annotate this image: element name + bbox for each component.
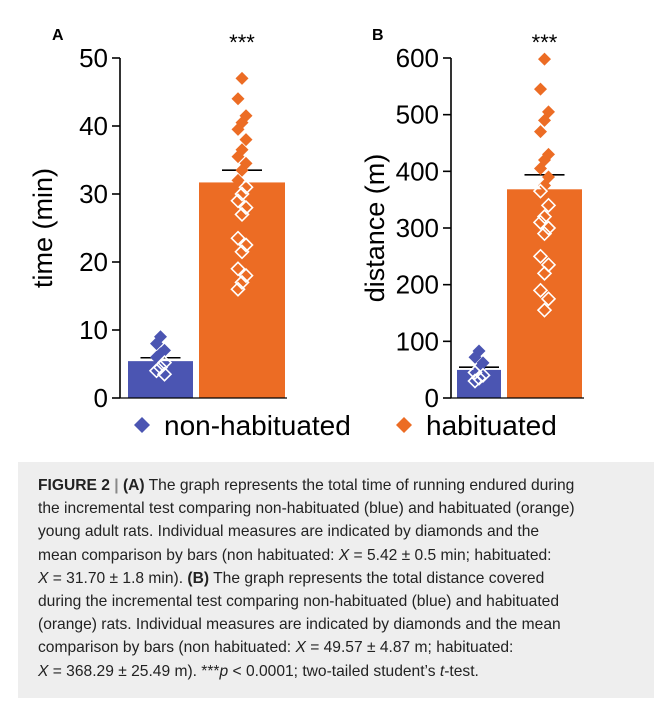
data-point — [231, 92, 245, 106]
data-point — [475, 367, 491, 383]
data-point — [238, 267, 254, 284]
bar — [199, 182, 285, 398]
y-tick-label: 300 — [396, 213, 439, 243]
data-point — [148, 363, 165, 379]
y-tick-label: 50 — [79, 43, 108, 73]
data-point — [468, 350, 482, 364]
caption-text: FIGURE 2 | (A) The graph represents the … — [38, 474, 648, 683]
caption-line: the incremental test comparing non-habit… — [38, 500, 575, 518]
y-tick-label: 20 — [79, 247, 108, 277]
caption-line: comparison by bars (non habituated: X = … — [38, 639, 514, 657]
caption-line: X = 368.29 ± 25.49 m). ***p < 0.0001; tw… — [38, 662, 479, 680]
data-point — [238, 237, 254, 253]
y-tick-label: 0 — [425, 383, 439, 413]
data-point — [534, 162, 547, 175]
data-point — [230, 281, 246, 297]
data-point — [536, 226, 553, 242]
data-point — [231, 150, 245, 164]
data-point — [238, 179, 254, 195]
significance-label: *** — [532, 30, 558, 55]
data-point — [235, 163, 249, 177]
panel-label: B — [372, 27, 384, 44]
y-axis-label: distance (m) — [360, 154, 390, 303]
y-tick-label: 400 — [396, 156, 439, 186]
data-point — [534, 125, 547, 139]
data-point — [538, 113, 551, 127]
legend-marker-non-habituated — [134, 417, 150, 433]
y-tick-label: 600 — [396, 43, 439, 73]
data-point — [536, 265, 553, 281]
y-axis-label: time (min) — [28, 168, 58, 288]
data-point — [234, 274, 250, 291]
data-point — [230, 261, 246, 277]
figure-caption: FIGURE 2 | (A) The graph represents the … — [18, 462, 654, 698]
bar — [128, 361, 193, 398]
y-tick-label: 0 — [94, 383, 108, 413]
caption-line: FIGURE 2 | (A) The graph represents the … — [38, 477, 575, 494]
data-point — [234, 186, 250, 202]
data-point — [235, 116, 249, 130]
data-point — [538, 179, 551, 192]
data-point — [534, 82, 547, 96]
legend-marker-habituated — [396, 417, 412, 433]
legend-label-habituated: habituated — [426, 410, 557, 441]
data-point — [540, 291, 557, 307]
data-point — [230, 230, 246, 246]
data-point — [230, 193, 246, 209]
data-point — [234, 244, 250, 260]
data-point — [231, 173, 245, 187]
y-tick-label: 500 — [396, 100, 439, 130]
y-tick-label: 10 — [79, 315, 108, 345]
y-tick-label: 30 — [79, 179, 108, 209]
data-point — [532, 214, 549, 230]
significance-label: *** — [229, 30, 255, 55]
data-point — [538, 52, 551, 66]
data-point — [471, 370, 487, 386]
caption-line: during the incremental test comparing no… — [38, 593, 559, 611]
data-point — [532, 282, 549, 298]
data-point — [231, 122, 245, 136]
data-point — [540, 197, 557, 213]
caption-line: young adult rats. Individual measures ar… — [38, 523, 540, 541]
data-point — [532, 248, 549, 264]
caption-line: mean comparison by bars (non habituated:… — [38, 546, 552, 564]
data-point — [238, 199, 254, 216]
y-tick-label: 100 — [396, 326, 439, 356]
data-point — [467, 373, 483, 389]
data-point — [536, 302, 553, 318]
panel-label: A — [52, 27, 64, 44]
data-point — [234, 206, 250, 223]
figure: A 0 10 20 30 40 50 time (min) *** B 0 100 200 300 400 5… — [28, 27, 584, 441]
data-point — [532, 183, 549, 199]
caption-line: (orange) rats. Individual measures are i… — [38, 616, 561, 634]
y-tick-label: 40 — [79, 111, 108, 141]
data-point — [472, 362, 486, 376]
caption-line: X = 31.70 ± 1.8 min). (B) The graph repr… — [38, 569, 545, 587]
legend-label-non-habituated: non-habituated — [164, 410, 351, 441]
data-point — [467, 364, 483, 381]
data-point — [150, 337, 163, 351]
data-point — [536, 209, 553, 225]
data-point — [156, 366, 173, 382]
data-point — [540, 220, 557, 236]
y-tick-label: 200 — [396, 270, 439, 300]
data-point — [235, 71, 249, 85]
data-point — [239, 133, 253, 147]
